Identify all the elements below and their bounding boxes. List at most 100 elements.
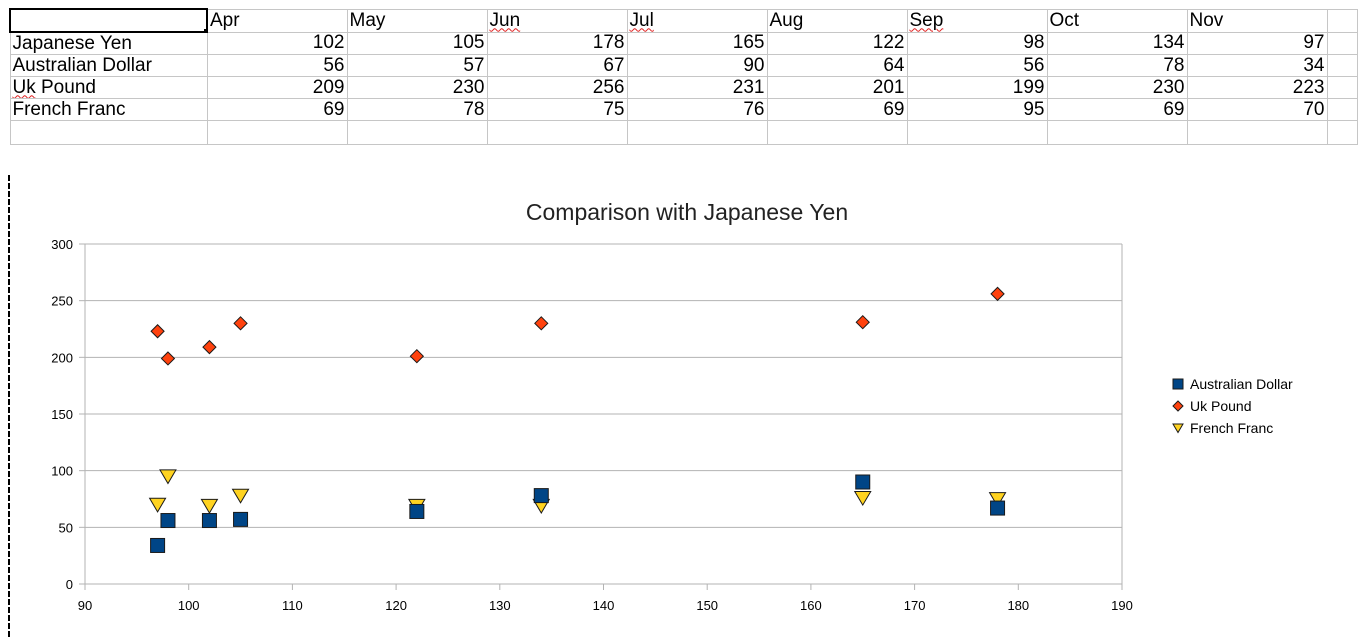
data-point [409,503,425,519]
cell-empty[interactable] [1326,8,1358,33]
cell-empty[interactable] [1326,54,1358,77]
chart-object[interactable]: Comparison with Japanese Yen 90 100 110 120… [10,178,1355,638]
cell-value[interactable]: 98 [906,31,1048,55]
cell-value[interactable]: 105 [346,31,488,55]
cell-text: Jun [489,9,521,31]
data-point [988,492,1007,508]
cell-value[interactable]: 230 [346,76,488,99]
table-row: Australian Dollar 56 57 67 90 64 56 78 3… [9,54,1358,77]
cell-empty[interactable] [1046,120,1188,145]
cell-empty[interactable] [1326,76,1358,99]
legend-marker [1172,400,1184,412]
cell-month[interactable]: Aug [766,8,908,33]
row-label[interactable]: French Franc [9,98,208,121]
y-tick-label: 250 [51,294,73,309]
cell-empty[interactable] [9,120,208,145]
cell-value[interactable]: 97 [1186,31,1328,55]
cell-value[interactable]: 201 [766,76,908,99]
cell-value[interactable]: 69 [206,98,348,121]
x-tick-label: 90 [78,598,92,613]
row-label[interactable]: Japanese Yen [9,31,208,55]
cell-a1[interactable] [9,8,208,33]
data-point [150,537,166,553]
cell-month[interactable]: Oct [1046,8,1188,33]
x-tick-label: 170 [904,598,926,613]
cell-empty[interactable] [626,120,768,145]
data-point [231,488,250,504]
cell-value[interactable]: 230 [1046,76,1188,99]
table-row: French Franc 69 78 75 76 69 95 69 70 [9,98,1358,121]
table-row [9,120,1358,145]
cell-month[interactable]: Jul [626,8,768,33]
cell-month[interactable]: Apr [206,8,348,33]
x-tick-label: 100 [178,598,200,613]
data-point [200,498,219,514]
x-tick-label: 120 [385,598,407,613]
cell-month[interactable]: Sep [906,8,1048,33]
x-tick-label: 190 [1111,598,1133,613]
chart-title: Comparison with Japanese Yen [526,199,848,225]
cell-empty[interactable] [1186,120,1328,145]
y-tick-label: 50 [59,520,73,535]
legend-label: French Franc [1190,420,1273,436]
cell-value[interactable]: 56 [206,54,348,77]
cell-value[interactable]: 67 [486,54,628,77]
x-axis-ticks: 90 100 110 120 130 140 150 160 170 180 190 [78,584,1133,613]
cell-month[interactable]: Jun [486,8,628,33]
cell-empty[interactable] [486,120,628,145]
cell-text: Uk [12,76,36,98]
cell-value[interactable]: 69 [766,98,908,121]
cell-month[interactable]: May [346,8,488,33]
sheet-left-margin [0,0,9,637]
cell-value[interactable]: 199 [906,76,1048,99]
cell-month[interactable]: Nov [1186,8,1328,33]
cell-value[interactable]: 231 [626,76,768,99]
cell-empty[interactable] [1326,31,1358,55]
y-tick-label: 100 [51,464,73,479]
cell-value[interactable]: 76 [626,98,768,121]
data-point [990,500,1006,516]
cell-empty[interactable] [206,120,348,145]
cell-empty[interactable] [766,120,908,145]
cell-value[interactable]: 178 [486,31,628,55]
legend-label: Australian Dollar [1190,376,1293,392]
cell-value[interactable]: 75 [486,98,628,121]
cell-value[interactable]: 223 [1186,76,1328,99]
data-point [150,324,165,339]
cell-value[interactable]: 122 [766,31,908,55]
cell-value[interactable]: 165 [626,31,768,55]
scatter-chart: Comparison with Japanese Yen 90 100 110 120… [51,199,1293,613]
x-tick-label: 160 [800,598,822,613]
x-tick-label: 130 [489,598,511,613]
cell-value[interactable]: 134 [1046,31,1188,55]
cell-value[interactable]: 56 [906,54,1048,77]
table-row: Uk Pound 209 230 256 231 201 199 230 223 [9,76,1358,99]
cell-empty[interactable] [1326,120,1358,145]
data-point [533,488,549,504]
cell-value[interactable]: 34 [1186,54,1328,77]
cell-empty[interactable] [906,120,1048,145]
cell-value[interactable]: 90 [626,54,768,77]
x-tick-label: 180 [1007,598,1029,613]
cell-value[interactable]: 78 [346,98,488,121]
cell-empty[interactable] [346,120,488,145]
chart-legend: Australian Dollar Uk Pound French Franc [1172,376,1293,436]
y-axis-ticks: 0 50 100 150 200 250 300 [51,237,85,592]
row-label[interactable]: Uk Pound [9,76,208,99]
cell-value[interactable]: 256 [486,76,628,99]
table-row: Japanese Yen 102 105 178 165 122 98 134 … [9,31,1358,55]
fill-handle[interactable] [204,29,205,30]
cell-value[interactable]: 64 [766,54,908,77]
cell-value[interactable]: 95 [906,98,1048,121]
cell-value[interactable]: 102 [206,31,348,55]
cell-value[interactable]: 57 [346,54,488,77]
page-break-line [8,175,10,637]
row-label[interactable]: Australian Dollar [9,54,208,77]
cell-value[interactable]: 78 [1046,54,1188,77]
spreadsheet-grid[interactable]: Apr May Jun Jul Aug Sep Oct Nov Japanese… [9,8,1358,145]
cell-value[interactable]: 70 [1186,98,1328,121]
cell-value[interactable]: 209 [206,76,348,99]
data-point [990,286,1005,302]
cell-value[interactable]: 69 [1046,98,1188,121]
cell-empty[interactable] [1326,98,1358,121]
